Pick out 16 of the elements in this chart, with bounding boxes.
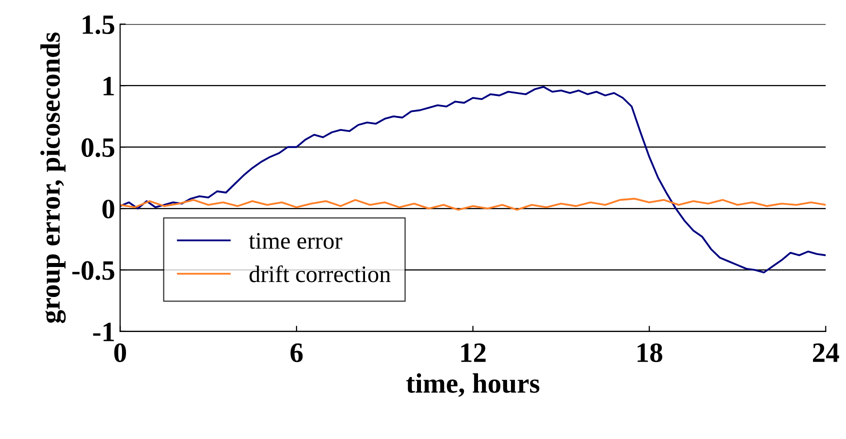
y-tick-label: -1 [93,322,114,342]
x-tick-label: 24 [812,343,840,362]
x-tick-label: 18 [638,343,662,362]
y-tick-label: 1 [104,76,114,96]
x-axis-title: time, hours [406,373,540,397]
y-tick-label: 0.5 [82,138,114,158]
y-tick-label: 0 [102,200,114,218]
line-series [120,198,826,211]
y-axis-title: group error, picoseconds [40,32,66,324]
legend-label: drift correction [250,265,391,282]
legend-label: time error [248,233,342,249]
y-tick-label: 1.5 [82,15,114,34]
y-tick-label: -0.5 [72,261,114,280]
x-tick-label: 0 [114,343,126,362]
x-tick-label: 12 [461,343,486,362]
x-tick-label: 6 [290,343,303,362]
